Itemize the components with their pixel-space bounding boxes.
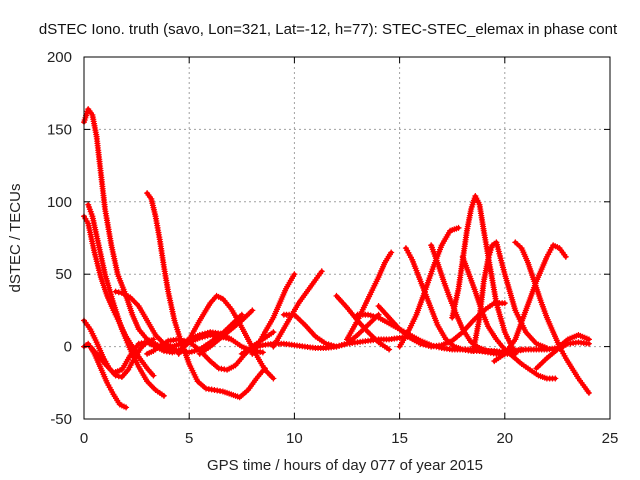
data-point (422, 342, 429, 349)
data-point (425, 342, 432, 349)
axis-ticks (83, 56, 611, 420)
data-point (291, 271, 298, 278)
chart-title: dSTEC Iono. truth (savo, Lon=321, Lat=-1… (39, 21, 618, 38)
series-12 (249, 271, 298, 357)
data-point (115, 289, 122, 296)
y-tick-label: 0 (64, 339, 72, 356)
x-tick-label: 25 (602, 430, 619, 447)
data-point (270, 375, 277, 382)
data-point (372, 313, 379, 320)
series-trace (82, 107, 244, 355)
data-point (585, 340, 592, 347)
series-16 (344, 249, 395, 343)
y-axis-label: dSTEC / TECUs (7, 184, 24, 293)
series-28 (533, 339, 592, 372)
data-point (365, 311, 372, 318)
grid-lines (84, 57, 610, 419)
data-point (112, 288, 119, 295)
data-point (417, 340, 424, 347)
data-point (585, 389, 592, 396)
data-point (201, 330, 208, 337)
data-point (188, 348, 195, 355)
data-point (552, 375, 559, 382)
data-point (191, 347, 198, 354)
data-point (123, 404, 130, 411)
data-point (175, 336, 182, 343)
data-point (455, 224, 462, 231)
y-tick-label: 50 (55, 266, 72, 283)
y-tick-label: 200 (47, 49, 72, 66)
x-tick-label: 5 (185, 430, 193, 447)
data-point (328, 342, 335, 349)
series-trace (145, 191, 267, 400)
data-point (150, 336, 157, 343)
x-tick-label: 10 (286, 430, 303, 447)
series-26 (491, 242, 569, 365)
data-point (330, 342, 337, 349)
data-point (367, 312, 374, 319)
data-point (204, 329, 211, 336)
data-point (150, 372, 157, 379)
data-point (259, 349, 266, 356)
data-point (115, 373, 122, 380)
data-point (318, 268, 325, 275)
data-point (270, 329, 277, 336)
y-tick-label: 100 (47, 194, 72, 211)
data-point (325, 341, 332, 348)
x-tick-label: 0 (80, 430, 88, 447)
y-tick-label: -50 (50, 411, 72, 428)
data-point (249, 307, 256, 314)
x-tick-label: 20 (496, 430, 513, 447)
data-point (501, 300, 508, 307)
data-point (196, 332, 203, 339)
plot-frame (83, 56, 611, 420)
data-point (322, 340, 329, 347)
data-point (333, 343, 340, 350)
y-tick-label: 150 (47, 121, 72, 138)
data-points (81, 106, 592, 411)
x-axis-label: GPS time / hours of day 077 of year 2015 (207, 457, 483, 474)
data-point (160, 392, 167, 399)
data-point (388, 249, 395, 256)
data-point (186, 349, 193, 356)
data-point (178, 337, 185, 344)
series-27 (512, 332, 592, 354)
data-point (420, 341, 427, 348)
tick-labels: 0 5 10 15 20 25 -50 0 50 100 150 200 (47, 49, 618, 447)
data-point (238, 311, 245, 318)
data-point (341, 341, 348, 348)
series-0 (81, 106, 245, 356)
series-10 (196, 307, 256, 357)
series-15 (333, 292, 393, 353)
x-tick-label: 15 (391, 430, 408, 447)
data-point (199, 331, 206, 338)
data-point (336, 342, 343, 349)
data-point (386, 346, 393, 353)
series-trace (471, 240, 549, 353)
series-7 (144, 190, 268, 401)
data-point (562, 253, 569, 260)
data-point (338, 342, 345, 349)
data-point (370, 313, 377, 320)
